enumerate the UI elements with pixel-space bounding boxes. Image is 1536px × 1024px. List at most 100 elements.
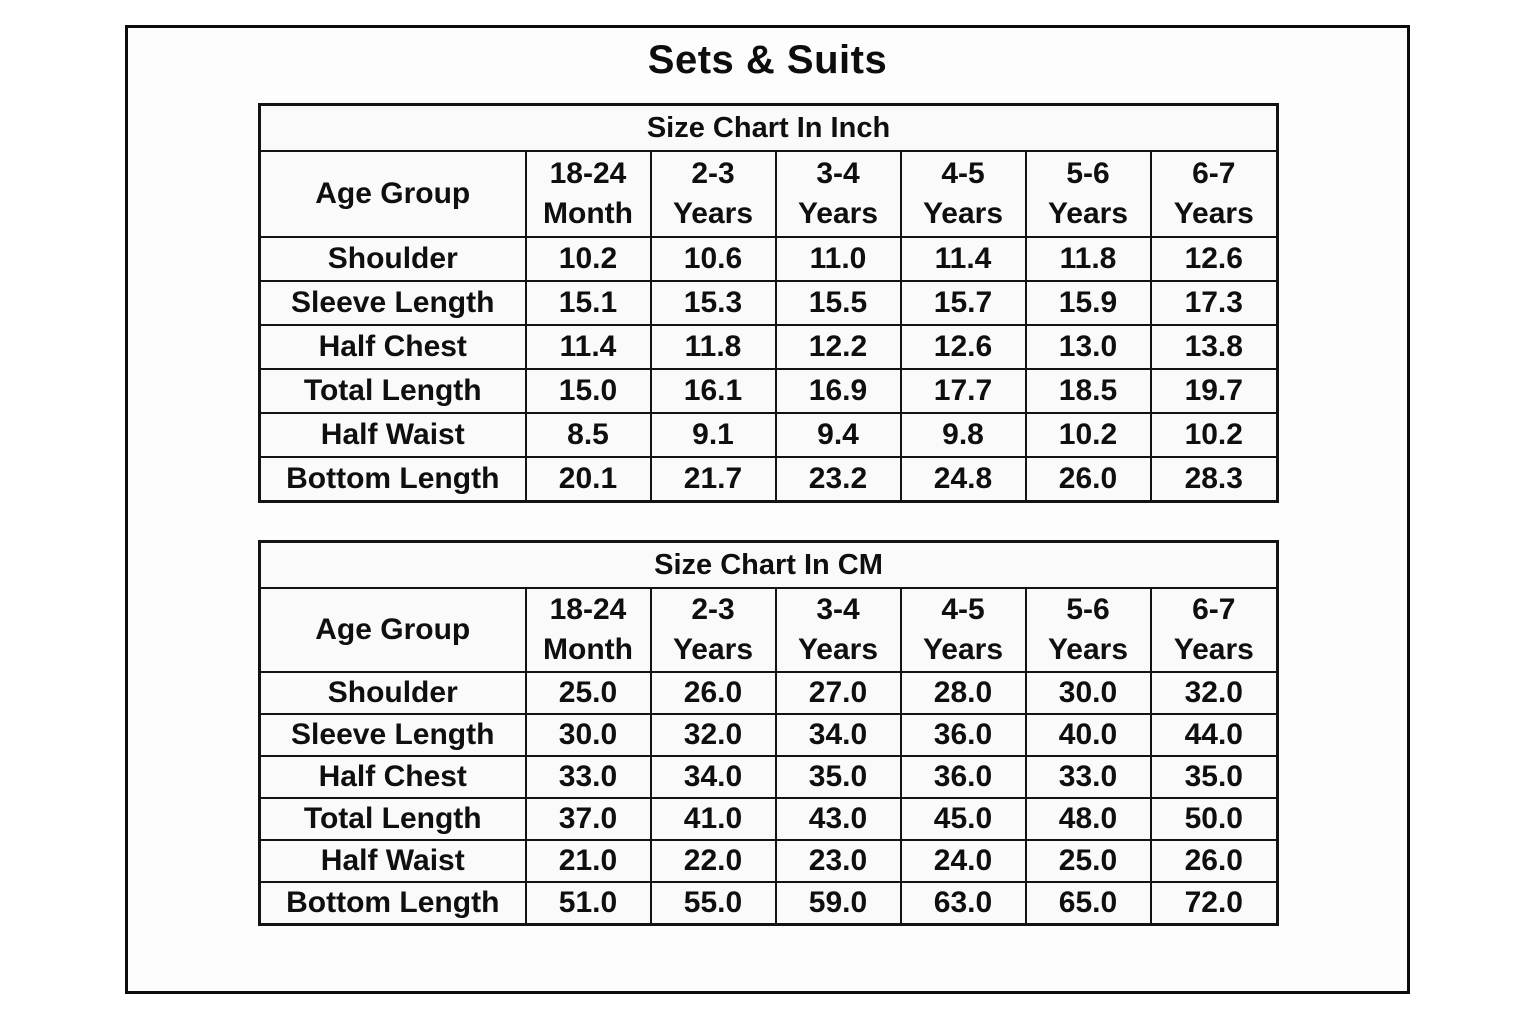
- column-header-line1: 6-7: [1192, 157, 1236, 191]
- column-header-5-6-years: 5-6 Years: [1024, 587, 1152, 673]
- cell-value: 10.2: [524, 236, 652, 282]
- cell-value: 25.0: [1024, 839, 1152, 883]
- column-header-line1: 3-4: [816, 157, 860, 191]
- cell-value: 21.7: [649, 456, 777, 503]
- cell-value: 24.8: [899, 456, 1027, 503]
- cell-value: 16.9: [774, 368, 902, 414]
- cell-value: 27.0: [774, 671, 902, 715]
- table-row-shoulder: Shoulder 25.0 26.0 27.0 28.0 30.0 32.0: [258, 671, 1279, 715]
- cell-value: 9.8: [899, 412, 1027, 458]
- table-row-half-waist: Half Waist 8.5 9.1 9.4 9.8 10.2 10.2: [258, 412, 1279, 458]
- cell-value: 33.0: [1024, 755, 1152, 799]
- row-label: Bottom Length: [258, 456, 527, 503]
- column-header-4-5-years: 4-5 Years: [899, 587, 1027, 673]
- cell-value: 13.8: [1149, 324, 1279, 370]
- cell-value: 18.5: [1024, 368, 1152, 414]
- page-title: Sets & Suits: [647, 38, 888, 82]
- table-row-total-length: Total Length 15.0 16.1 16.9 17.7 18.5 19…: [258, 368, 1279, 414]
- table-row-sleeve-length: Sleeve Length 30.0 32.0 34.0 36.0 40.0 4…: [258, 713, 1279, 757]
- cell-value: 12.6: [1149, 236, 1279, 282]
- row-label: Half Waist: [258, 412, 527, 458]
- cell-value: 41.0: [649, 797, 777, 841]
- cell-value: 13.0: [1024, 324, 1152, 370]
- cell-value: 32.0: [1149, 671, 1279, 715]
- column-header-line2: Years: [1173, 197, 1254, 230]
- cell-value: 30.0: [524, 713, 652, 757]
- cell-value: 12.6: [899, 324, 1027, 370]
- cell-value: 55.0: [649, 881, 777, 926]
- cell-value: 11.8: [649, 324, 777, 370]
- cell-value: 11.8: [1024, 236, 1152, 282]
- cell-value: 19.7: [1149, 368, 1279, 414]
- row-label: Total Length: [258, 368, 527, 414]
- column-header-line2: Years: [672, 197, 754, 230]
- cell-value: 10.2: [1024, 412, 1152, 458]
- column-header-line2: Years: [1173, 633, 1254, 666]
- cell-value: 65.0: [1024, 881, 1152, 926]
- column-header-2-3-years: 2-3 Years: [649, 150, 777, 238]
- column-header-line2: Years: [922, 633, 1004, 666]
- cell-value: 10.6: [649, 236, 777, 282]
- cell-value: 15.1: [524, 280, 652, 326]
- table-row-bottom-length: Bottom Length 51.0 55.0 59.0 63.0 65.0 7…: [258, 881, 1279, 926]
- row-label: Total Length: [258, 797, 527, 841]
- column-header-line2: Years: [672, 633, 754, 666]
- column-header-line1: 5-6: [1066, 593, 1110, 627]
- cell-value: 10.2: [1149, 412, 1279, 458]
- column-header-line2: Month: [543, 633, 633, 666]
- cell-value: 23.2: [774, 456, 902, 503]
- cell-value: 21.0: [524, 839, 652, 883]
- cell-value: 30.0: [1024, 671, 1152, 715]
- column-header-18-24-month: 18-24 Month: [524, 587, 652, 673]
- table-row-half-chest: Half Chest 33.0 34.0 35.0 36.0 33.0 35.0: [258, 755, 1279, 799]
- column-header-3-4-years: 3-4 Years: [774, 150, 902, 238]
- column-header-line1: 18-24: [549, 157, 627, 191]
- row-label: Bottom Length: [258, 881, 527, 926]
- column-header-line1: 3-4: [816, 593, 860, 627]
- column-header-line2: Years: [1047, 633, 1129, 666]
- cell-value: 26.0: [1024, 456, 1152, 503]
- cell-value: 50.0: [1149, 797, 1279, 841]
- outer-frame: Sets & Suits Size Chart In Inch Age Grou…: [125, 25, 1410, 994]
- cell-value: 24.0: [899, 839, 1027, 883]
- column-header-line2: Years: [1047, 197, 1129, 230]
- table-row-sleeve-length: Sleeve Length 15.1 15.3 15.5 15.7 15.9 1…: [258, 280, 1279, 326]
- cell-value: 34.0: [774, 713, 902, 757]
- cell-value: 36.0: [899, 755, 1027, 799]
- column-header-line1: 5-6: [1066, 157, 1110, 191]
- cell-value: 35.0: [774, 755, 902, 799]
- cell-value: 11.0: [774, 236, 902, 282]
- cell-value: 43.0: [774, 797, 902, 841]
- column-header-line1: 6-7: [1192, 593, 1236, 627]
- cell-value: 11.4: [899, 236, 1027, 282]
- cell-value: 15.0: [524, 368, 652, 414]
- column-header-line1: 4-5: [941, 593, 985, 627]
- cell-value: 45.0: [899, 797, 1027, 841]
- column-header-line1: 2-3: [691, 593, 735, 627]
- cell-value: 72.0: [1149, 881, 1279, 926]
- cell-value: 15.5: [774, 280, 902, 326]
- column-header-4-5-years: 4-5 Years: [899, 150, 1027, 238]
- cell-value: 26.0: [1149, 839, 1279, 883]
- column-header-5-6-years: 5-6 Years: [1024, 150, 1152, 238]
- cell-value: 59.0: [774, 881, 902, 926]
- table-row-bottom-length: Bottom Length 20.1 21.7 23.2 24.8 26.0 2…: [258, 456, 1279, 503]
- column-header-line1: 18-24: [549, 593, 627, 627]
- column-header-3-4-years: 3-4 Years: [774, 587, 902, 673]
- table-row-shoulder: Shoulder 10.2 10.6 11.0 11.4 11.8 12.6: [258, 236, 1279, 282]
- column-header-line2: Years: [797, 633, 879, 666]
- cell-value: 22.0: [649, 839, 777, 883]
- row-label: Shoulder: [258, 671, 527, 715]
- table-title-row: Size Chart In CM: [258, 540, 1279, 589]
- cell-value: 11.4: [524, 324, 652, 370]
- table-title: Size Chart In Inch: [258, 103, 1279, 152]
- cell-value: 63.0: [899, 881, 1027, 926]
- corner-header-age-group: Age Group: [258, 587, 527, 673]
- cell-value: 35.0: [1149, 755, 1279, 799]
- cell-value: 16.1: [649, 368, 777, 414]
- column-header-6-7-years: 6-7 Years: [1149, 150, 1279, 238]
- cell-value: 34.0: [649, 755, 777, 799]
- cell-value: 26.0: [649, 671, 777, 715]
- cell-value: 9.1: [649, 412, 777, 458]
- cell-value: 23.0: [774, 839, 902, 883]
